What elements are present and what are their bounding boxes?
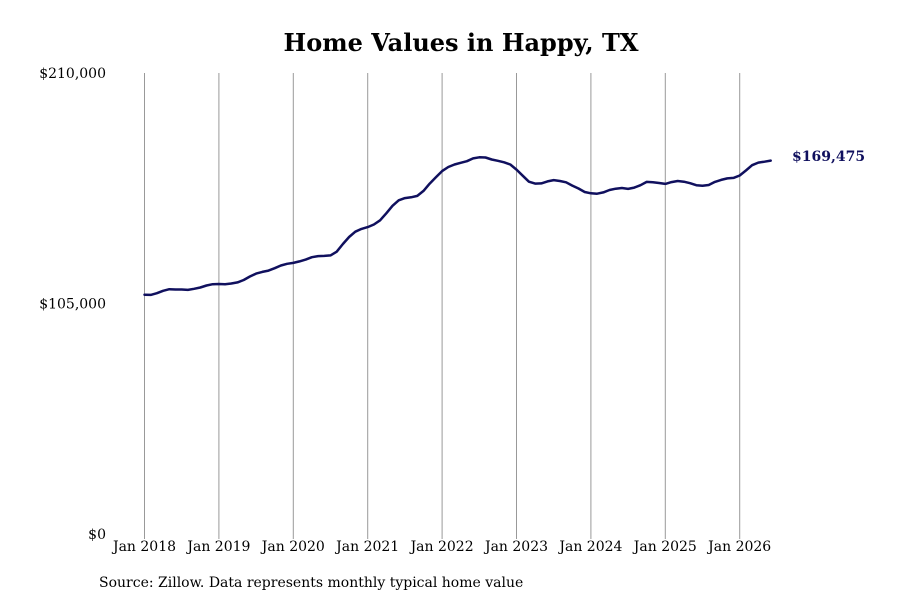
x-tick-label: Jan 2025 <box>632 539 697 555</box>
x-tick-label: Jan 2022 <box>409 539 474 555</box>
x-tick-label: Jan 2023 <box>483 539 548 555</box>
y-tick-label: $210,000 <box>39 66 106 82</box>
x-tick-label: Jan 2020 <box>260 539 325 555</box>
x-tick-label: Jan 2019 <box>185 539 250 555</box>
x-axis-ticks: Jan 2018 Jan 2019 Jan 2020 Jan 2021 Jan 2022… <box>111 539 771 555</box>
x-tick-label: Jan 2021 <box>334 539 399 555</box>
home-value-line <box>143 156 772 297</box>
y-tick-label: $105,000 <box>39 297 106 313</box>
y-tick-label: $0 <box>88 527 106 543</box>
source-note: Source: Zillow. Data represents monthly … <box>99 575 523 591</box>
chart-title: Home Values in Happy, TX <box>284 28 639 57</box>
x-tick-label: Jan 2024 <box>557 539 622 555</box>
x-tick-label: Jan 2026 <box>706 539 771 555</box>
gridlines <box>144 73 741 539</box>
x-tick-label: Jan 2018 <box>111 539 176 555</box>
y-axis-ticks: $0 $105,000 $210,000 <box>39 66 106 543</box>
latest-value-label: $169,475 <box>792 149 865 165</box>
